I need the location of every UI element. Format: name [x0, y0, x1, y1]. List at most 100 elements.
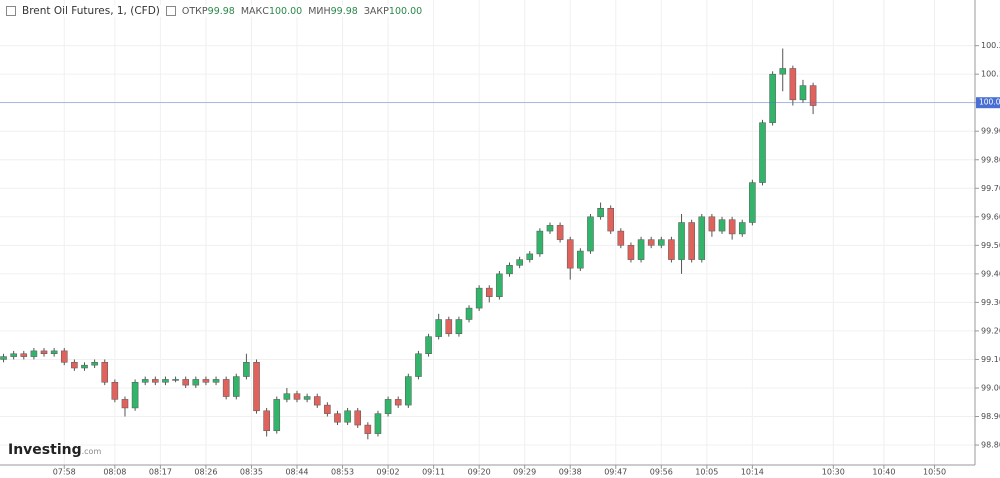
candle-body: [172, 379, 179, 381]
x-tick-label: 08:53: [331, 468, 354, 477]
x-tick-label: 09:56: [650, 468, 673, 477]
candle-body: [141, 379, 149, 383]
candle-body: [587, 216, 594, 252]
x-tick-label: 09:02: [377, 468, 400, 477]
y-tick-label: 99.20: [981, 326, 1000, 335]
candle-body: [334, 413, 341, 423]
candle-body: [496, 273, 503, 297]
candle-body: [121, 399, 129, 409]
y-tick-label: 99.60: [981, 212, 1000, 221]
candle-body: [445, 319, 453, 335]
watermark-suffix: .com: [81, 447, 102, 456]
y-tick-label: 99.10: [981, 355, 1000, 364]
candle-body: [526, 253, 534, 260]
candle-body: [536, 230, 544, 255]
candle-body: [212, 379, 220, 383]
candle-body: [283, 393, 291, 400]
candle-body: [779, 68, 787, 75]
candle-body: [749, 182, 756, 223]
candle-body: [313, 396, 321, 406]
candle-body: [658, 239, 665, 246]
legend-value: 100.00: [388, 6, 423, 17]
y-tick-label: 99.80: [981, 155, 1000, 164]
candle-body: [233, 376, 240, 397]
candle-body: [10, 353, 17, 357]
candle-body: [0, 356, 7, 360]
x-tick-label: 09:11: [422, 468, 445, 477]
x-tick-label: 08:44: [285, 468, 308, 477]
candle-body: [405, 376, 412, 406]
legend-value: 99.98: [330, 6, 358, 17]
candle-body: [566, 239, 574, 269]
candle-body: [789, 68, 797, 101]
candle-body: [253, 362, 260, 412]
candle-body: [374, 413, 382, 434]
candle-body: [556, 225, 564, 240]
candle-body: [111, 382, 119, 400]
candle-body: [728, 219, 736, 235]
y-tick-label: 99.30: [981, 298, 1000, 307]
candle-body: [202, 379, 210, 383]
candle-body: [455, 319, 463, 335]
ohlc-legend: ОТКР99.98 МАКС100.00 МИН99.98 ЗАКР100.00: [182, 5, 428, 17]
candle-body: [485, 287, 493, 297]
candle-body: [152, 379, 159, 383]
x-tick-label: 09:20: [468, 468, 491, 477]
candle-body: [344, 410, 351, 423]
chart-title: Brent Oil Futures, 1, (CFD): [22, 5, 160, 17]
y-tick-label: 98.90: [981, 412, 1000, 421]
candle-body: [182, 379, 189, 386]
candle-body: [243, 362, 250, 377]
x-tick-label: 08:26: [194, 468, 217, 477]
collapse-icon[interactable]: [6, 6, 16, 16]
candle-body: [263, 410, 270, 432]
candle-body: [384, 399, 392, 414]
x-tick-label: 09:38: [559, 468, 582, 477]
candle-body: [678, 222, 685, 260]
candle-body: [688, 222, 695, 260]
legend-label: МАКС: [240, 6, 269, 17]
candle-body: [435, 319, 442, 337]
last-price-label: 100.00: [979, 98, 1000, 107]
candle-body: [20, 353, 28, 357]
candle-body: [415, 353, 422, 377]
legend-label: ОТКР: [181, 6, 208, 17]
watermark: Investing.com: [8, 442, 101, 458]
candle-body: [516, 259, 523, 266]
candle-body: [324, 404, 331, 414]
candle-body: [30, 350, 38, 357]
candle-body: [91, 362, 98, 366]
candle-body: [192, 379, 200, 386]
candle-body: [273, 399, 281, 432]
x-tick-label: 07:58: [53, 468, 76, 477]
y-tick-label: 98.80: [981, 441, 1000, 450]
x-tick-label: 10:40: [872, 468, 895, 477]
y-tick-label: 99.40: [981, 269, 1000, 278]
last-price-box: [976, 97, 1000, 109]
candle-body: [718, 219, 726, 232]
settings-icon[interactable]: [165, 6, 176, 16]
y-tick-label: 100.20: [981, 41, 1000, 50]
x-tick-label: 08:35: [240, 468, 263, 477]
candle-body: [50, 350, 58, 354]
candle-body: [759, 122, 766, 183]
candle-body: [131, 382, 139, 409]
candle-body: [425, 336, 432, 354]
candle-body: [708, 216, 716, 232]
candle-body: [809, 85, 817, 106]
watermark-text: Investing: [8, 442, 82, 458]
y-tick-label: 99.50: [981, 241, 1000, 250]
candle-body: [465, 307, 473, 320]
y-tick-label: 100.10: [981, 70, 1000, 79]
x-tick-label: 10:50: [923, 468, 946, 477]
candle-body: [577, 250, 584, 269]
candle-body: [394, 399, 402, 406]
legend-label: МИН: [308, 6, 331, 17]
x-tick-label: 10:30: [822, 468, 845, 477]
candle-body: [354, 410, 362, 426]
candle-body: [647, 239, 655, 246]
candle-body: [769, 73, 776, 123]
legend-label: ЗАКР: [363, 6, 389, 17]
candle-body: [40, 350, 48, 354]
